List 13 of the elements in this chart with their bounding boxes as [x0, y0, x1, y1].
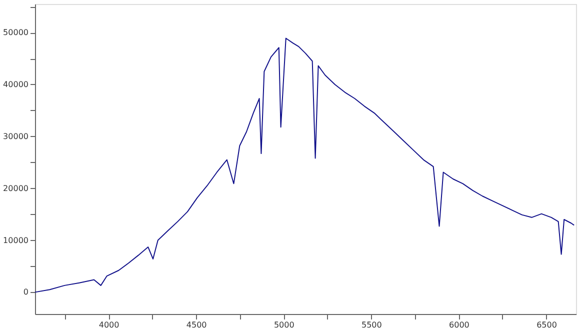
- y-tick-label: 30000: [3, 132, 28, 141]
- x-tick-label: 4500: [186, 320, 207, 330]
- x-tick-label: 6000: [449, 320, 470, 330]
- x-tick-label: 6500: [536, 320, 557, 330]
- line-series: [34, 38, 575, 293]
- x-tick-label: 5500: [361, 320, 382, 330]
- y-tick-label: 0: [23, 288, 28, 297]
- y-tick-label: 50000: [3, 28, 28, 38]
- y-tick-label: 10000: [3, 236, 28, 245]
- x-tick-label: 5000: [274, 320, 294, 330]
- y-tick-label: 20000: [3, 184, 28, 193]
- x-tick-label: 4000: [98, 320, 120, 330]
- y-tick-label: 40000: [3, 80, 28, 89]
